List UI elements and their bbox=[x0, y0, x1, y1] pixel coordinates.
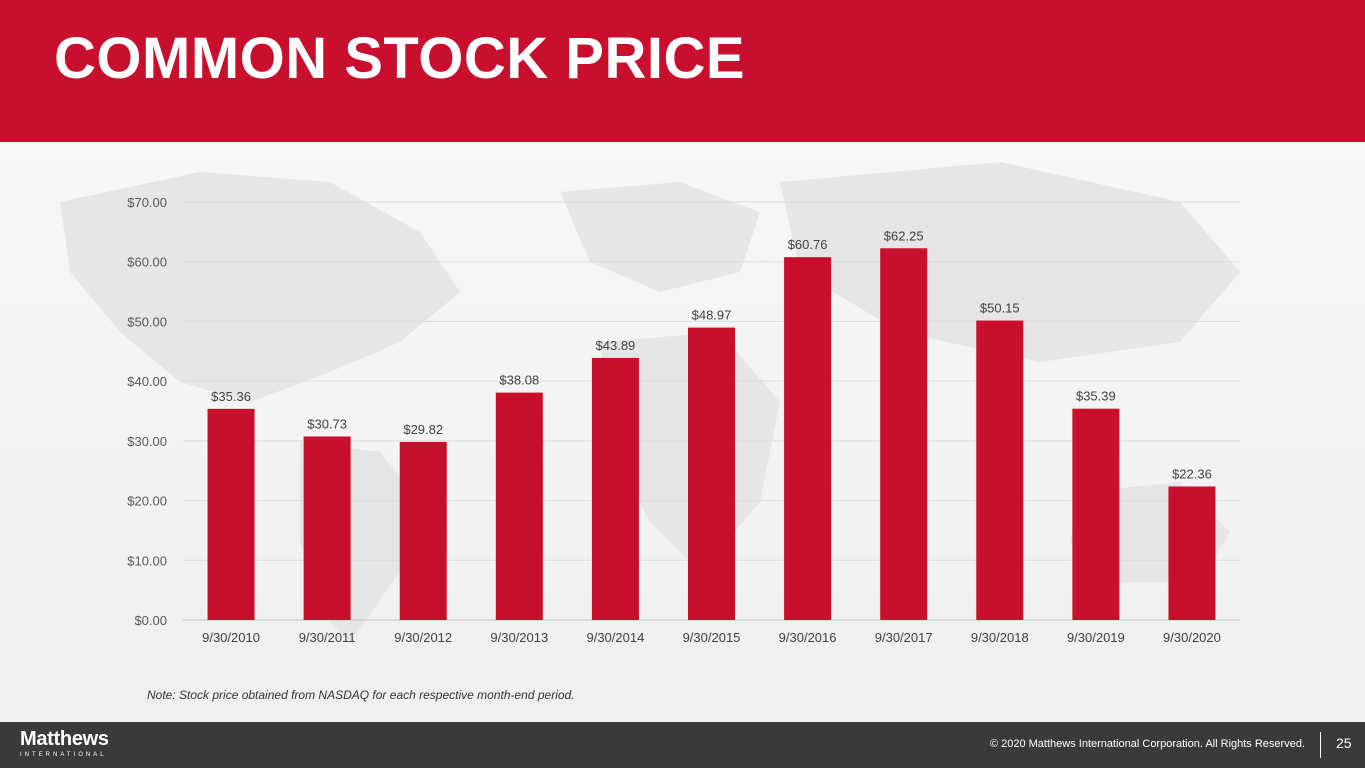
y-tick-label: $10.00 bbox=[127, 553, 167, 568]
y-tick-label: $50.00 bbox=[127, 314, 167, 329]
data-label: $35.39 bbox=[1076, 389, 1116, 404]
bar bbox=[688, 327, 735, 620]
x-tick-label: 9/30/2019 bbox=[1067, 630, 1125, 645]
data-label: $30.73 bbox=[307, 416, 347, 431]
x-tick-label: 9/30/2013 bbox=[490, 630, 548, 645]
data-label: $60.76 bbox=[788, 237, 828, 252]
x-tick-label: 9/30/2017 bbox=[875, 630, 933, 645]
bar bbox=[784, 257, 832, 620]
bar bbox=[880, 248, 928, 620]
bar bbox=[1072, 408, 1120, 620]
title-banner: COMMON STOCK PRICE bbox=[0, 0, 1365, 142]
y-tick-label: $0.00 bbox=[134, 613, 167, 628]
logo-wordmark: Matthews bbox=[20, 728, 109, 750]
data-label: $50.15 bbox=[980, 301, 1020, 316]
y-tick-label: $20.00 bbox=[127, 494, 167, 509]
page-number: 25 bbox=[1336, 735, 1352, 751]
bars bbox=[207, 248, 1216, 620]
data-label: $38.08 bbox=[499, 373, 539, 388]
x-tick-label: 9/30/2015 bbox=[683, 630, 741, 645]
copyright-text: © 2020 Matthews International Corporatio… bbox=[989, 738, 1305, 750]
y-tick-label: $60.00 bbox=[127, 255, 167, 270]
data-label: $29.82 bbox=[403, 422, 443, 437]
y-tick-label: $30.00 bbox=[127, 434, 167, 449]
y-axis-ticks: $0.00 $10.00 $20.00 $30.00 $40.00 $50.00 $60.0… bbox=[127, 195, 167, 628]
page-title: COMMON STOCK PRICE bbox=[54, 26, 746, 91]
bar bbox=[591, 357, 639, 620]
company-logo: Matthews INTERNATIONAL bbox=[20, 728, 109, 759]
map-shape-europe bbox=[560, 182, 760, 292]
bar bbox=[303, 436, 351, 620]
data-label: $35.36 bbox=[211, 389, 251, 404]
x-tick-label: 9/30/2016 bbox=[779, 630, 837, 645]
data-label: $48.97 bbox=[692, 308, 732, 323]
x-tick-label: 9/30/2014 bbox=[586, 630, 644, 645]
y-tick-label: $70.00 bbox=[127, 195, 167, 210]
y-tick-label: $40.00 bbox=[127, 374, 167, 389]
bar bbox=[1168, 486, 1216, 620]
x-tick-label: 9/30/2018 bbox=[971, 630, 1029, 645]
bar bbox=[207, 408, 255, 620]
bar bbox=[976, 320, 1024, 620]
data-labels: $35.36 $30.73 $29.82 $38.08 $43.89 $48.97 $60.… bbox=[211, 228, 1212, 481]
logo-subtitle: INTERNATIONAL bbox=[20, 752, 107, 758]
x-tick-label: 9/30/2012 bbox=[394, 630, 452, 645]
x-tick-label: 9/30/2010 bbox=[202, 630, 260, 645]
chart-note: Note: Stock price obtained from NASDAQ f… bbox=[147, 688, 575, 702]
data-label: $43.89 bbox=[596, 338, 636, 353]
x-axis-ticks: 9/30/2010 9/30/2011 9/30/2012 9/30/2013 9/30… bbox=[202, 630, 1221, 645]
footer-bar: Matthews INTERNATIONAL © 2020 Matthews I… bbox=[0, 722, 1365, 768]
map-shape-north-america bbox=[60, 172, 460, 402]
bar bbox=[399, 441, 447, 620]
data-label: $22.36 bbox=[1172, 466, 1212, 481]
bar bbox=[495, 392, 543, 620]
bar-chart: $0.00 $10.00 $20.00 $30.00 $40.00 $50.00 $60.0… bbox=[127, 195, 1240, 645]
x-tick-label: 9/30/2020 bbox=[1163, 630, 1221, 645]
data-label: $62.25 bbox=[884, 228, 924, 243]
x-tick-label: 9/30/2011 bbox=[299, 630, 356, 645]
footer-divider bbox=[1320, 732, 1321, 758]
